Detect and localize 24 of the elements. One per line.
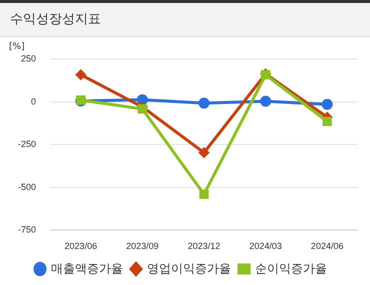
point xyxy=(76,70,86,80)
x-tick-label: 2023/09 xyxy=(126,241,159,252)
point xyxy=(322,98,333,110)
y-axis-title: [%] xyxy=(9,42,25,52)
y-tick-label: -750 xyxy=(18,224,36,235)
point xyxy=(138,104,148,114)
y-tick-label: 0 xyxy=(31,96,36,106)
legend-label: 순이익증가율 xyxy=(255,261,327,276)
point xyxy=(260,96,272,107)
x-tick-label: 2024/06 xyxy=(310,241,344,252)
point xyxy=(199,190,209,199)
y-tick-label: 250 xyxy=(20,53,36,64)
point xyxy=(322,116,332,126)
chart-title: 수익성장성지표 xyxy=(0,0,370,37)
legend-label: 영업이익증가율 xyxy=(147,261,231,276)
x-tick-label: 2023/12 xyxy=(188,241,220,252)
point xyxy=(199,148,210,158)
x-tick-label: 2024/03 xyxy=(249,241,282,252)
y-tick-label: -500 xyxy=(18,182,36,192)
point xyxy=(198,98,210,109)
x-tick-label: 2023/06 xyxy=(64,241,98,252)
point xyxy=(136,94,148,106)
y-tick-label: -250 xyxy=(18,139,36,150)
legend-label: 매출액증가율 xyxy=(51,261,123,276)
